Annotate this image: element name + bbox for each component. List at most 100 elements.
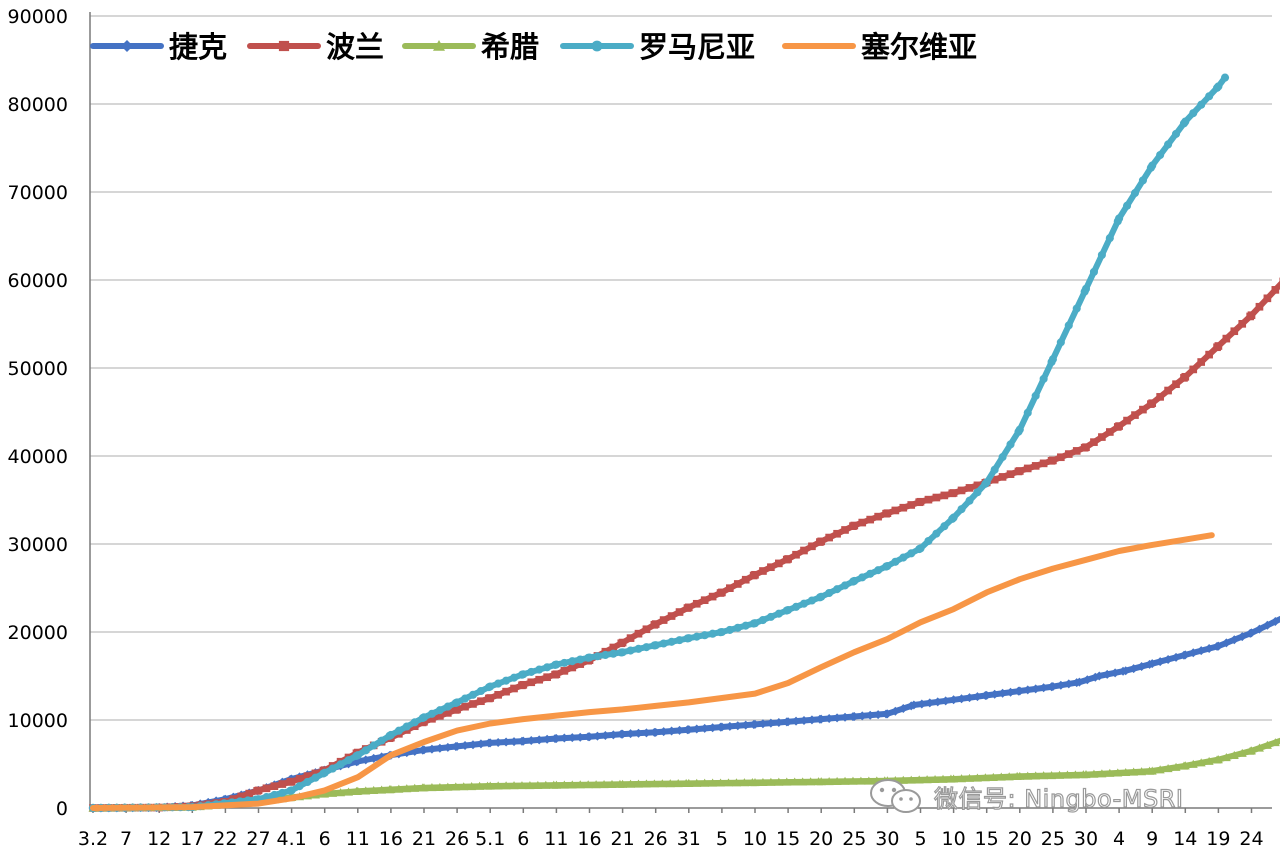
data-point <box>1057 453 1065 462</box>
data-point <box>494 679 503 688</box>
data-point <box>949 695 959 705</box>
data-point <box>1049 456 1057 465</box>
data-point <box>607 779 617 788</box>
data-point <box>468 740 478 750</box>
data-point <box>1164 386 1172 395</box>
y-tick-label: 10000 <box>8 710 68 732</box>
data-point <box>998 453 1007 462</box>
data-point <box>957 505 966 514</box>
data-point <box>1221 752 1231 762</box>
data-point <box>833 585 842 594</box>
data-point <box>807 715 817 725</box>
data-point <box>1229 750 1239 759</box>
y-tick-label: 70000 <box>8 182 68 204</box>
data-point <box>443 782 453 791</box>
data-point <box>626 779 636 788</box>
data-point <box>1015 771 1025 780</box>
data-point <box>1180 761 1190 770</box>
data-point <box>899 553 908 562</box>
data-point <box>1097 250 1106 260</box>
data-point <box>1047 770 1057 780</box>
data-point <box>833 529 841 538</box>
data-point <box>1189 365 1198 374</box>
data-point <box>739 778 749 787</box>
data-point <box>840 581 850 590</box>
data-point <box>708 629 717 638</box>
data-point <box>618 648 627 657</box>
legend-item-0: 捷克 <box>90 30 227 64</box>
data-point <box>460 741 470 751</box>
data-point <box>684 725 694 735</box>
data-point <box>940 491 949 500</box>
data-point <box>476 686 485 696</box>
data-point <box>344 787 354 796</box>
data-point <box>791 602 801 611</box>
data-point <box>1213 755 1223 764</box>
data-point <box>973 488 982 497</box>
data-point <box>750 619 760 628</box>
data-point <box>874 566 883 575</box>
data-point <box>541 780 551 789</box>
data-point <box>700 596 709 605</box>
data-point <box>1262 620 1272 630</box>
data-point <box>1229 635 1239 645</box>
y-tick-label: 80000 <box>8 94 68 116</box>
data-point <box>535 675 544 684</box>
data-point <box>792 550 800 559</box>
x-tick-label: 15 <box>975 828 999 850</box>
data-point <box>917 699 927 709</box>
data-point <box>443 742 453 752</box>
data-point <box>774 777 784 786</box>
y-tick-label: 0 <box>56 798 68 820</box>
legend-item-4: 塞尔维亚 <box>782 30 977 64</box>
data-point <box>1171 652 1181 662</box>
data-point <box>535 665 544 674</box>
data-point <box>1131 411 1139 419</box>
data-point <box>369 741 378 750</box>
data-point <box>1263 294 1272 303</box>
data-point <box>435 743 445 753</box>
data-point <box>1237 632 1247 642</box>
data-point <box>907 501 916 509</box>
legend-item-2: 希腊 <box>402 30 539 64</box>
data-point <box>1181 117 1190 126</box>
data-point <box>576 655 585 664</box>
data-point <box>552 670 561 679</box>
data-point <box>766 777 776 786</box>
data-point <box>1094 671 1104 681</box>
data-point <box>1221 638 1231 648</box>
data-point <box>980 773 990 782</box>
y-tick-label: 30000 <box>8 534 68 556</box>
x-tick-label: 21 <box>611 828 635 850</box>
y-tick-label: 50000 <box>8 358 68 380</box>
data-point <box>1163 764 1173 773</box>
data-point <box>1205 92 1214 101</box>
data-point <box>883 561 892 571</box>
data-point <box>543 673 551 682</box>
data-point <box>485 738 495 748</box>
data-point <box>453 698 462 707</box>
data-point <box>551 780 561 789</box>
data-point <box>1089 267 1098 276</box>
data-point <box>278 40 290 52</box>
data-point <box>245 789 254 798</box>
data-point <box>593 652 602 661</box>
x-tick-label: 24 <box>1239 828 1263 850</box>
data-point <box>361 755 371 765</box>
data-point <box>1156 150 1165 160</box>
data-point <box>575 732 585 742</box>
x-tick-label: 16 <box>379 828 403 850</box>
x-tick-label: 6 <box>319 828 331 850</box>
data-point <box>733 623 742 632</box>
data-point <box>965 496 974 505</box>
data-point <box>509 673 519 682</box>
data-point <box>592 731 602 741</box>
data-point <box>741 621 750 630</box>
data-point <box>1115 214 1124 223</box>
data-point <box>436 712 444 720</box>
data-point <box>634 629 643 638</box>
data-point <box>642 643 651 652</box>
data-point <box>1171 762 1181 771</box>
data-point <box>782 777 792 786</box>
data-point <box>1188 648 1198 658</box>
